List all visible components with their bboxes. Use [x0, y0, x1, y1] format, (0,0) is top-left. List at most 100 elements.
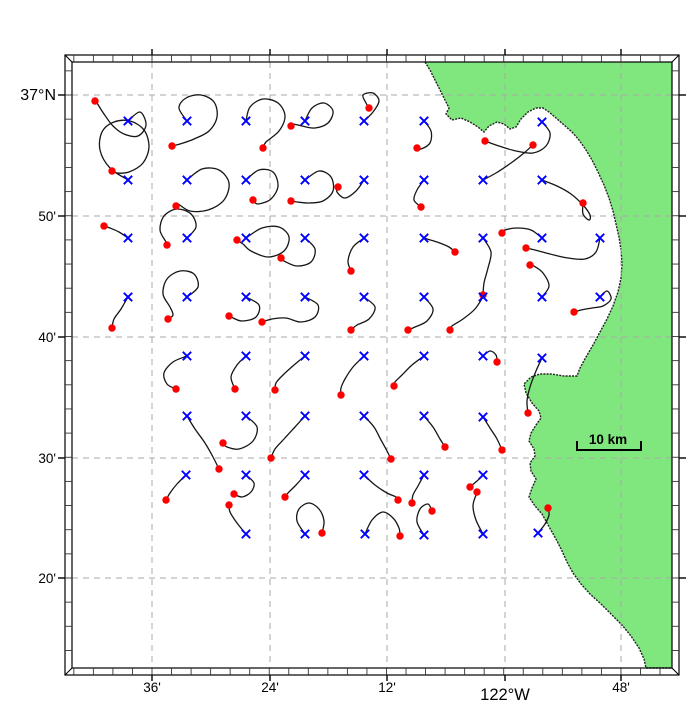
start-x-marker: [182, 116, 192, 126]
end-dot-marker: [579, 199, 587, 207]
start-x-marker: [419, 233, 429, 243]
start-x-marker: [419, 175, 429, 185]
start-x-marker: [123, 175, 133, 185]
start-x-marker: [419, 351, 429, 361]
trajectory-path: [245, 168, 279, 205]
trajectory-path: [98, 119, 150, 181]
end-dot-marker: [281, 493, 289, 501]
start-x-marker: [241, 292, 251, 302]
end-dot-marker: [287, 122, 295, 130]
start-x-marker: [595, 233, 605, 243]
start-x-marker: [300, 233, 310, 243]
start-x-marker: [478, 233, 488, 243]
start-x-marker: [241, 470, 251, 480]
x-axis-tick-label: 36': [143, 680, 161, 695]
end-dot-marker: [337, 391, 345, 399]
start-x-marker: [359, 116, 369, 126]
start-x-marker: [241, 411, 251, 421]
end-dot-marker: [172, 202, 180, 210]
trajectory-path: [340, 355, 365, 396]
start-x-marker: [182, 292, 192, 302]
start-x-marker: [123, 116, 133, 126]
y-axis-tick-label: 50': [38, 209, 56, 224]
trajectory-path: [290, 102, 334, 129]
end-dot-marker: [108, 324, 116, 332]
start-x-marker: [537, 353, 547, 363]
end-dot-marker: [91, 97, 99, 105]
start-x-marker: [537, 117, 547, 127]
end-dot-marker: [473, 488, 481, 496]
trajectory-path: [295, 502, 325, 535]
end-dot-marker: [259, 144, 267, 152]
land-layer: [424, 61, 672, 669]
trajectory-path: [233, 474, 255, 498]
end-dot-marker: [172, 385, 180, 393]
end-dot-marker: [498, 446, 506, 454]
markers-layer: [91, 97, 605, 540]
end-dot-marker: [271, 386, 279, 394]
start-x-marker: [537, 292, 547, 302]
y-axis-tick-label: 40': [38, 330, 56, 345]
trajectory-path: [261, 296, 320, 323]
end-dot-marker: [100, 222, 108, 230]
start-x-marker: [241, 175, 251, 185]
start-x-marker: [533, 528, 543, 538]
x-axis-tick-label: 12': [378, 680, 396, 695]
start-x-marker: [537, 233, 547, 243]
start-x-marker: [123, 292, 133, 302]
end-dot-marker: [481, 137, 489, 145]
end-dot-marker: [544, 504, 552, 512]
start-x-marker: [241, 351, 251, 361]
start-x-marker: [360, 529, 370, 539]
end-dot-marker: [394, 496, 402, 504]
end-dot-marker: [522, 244, 530, 252]
trajectory-path: [270, 415, 306, 459]
trajectory-path: [222, 415, 258, 450]
end-dot-marker: [231, 385, 239, 393]
end-dot-marker: [498, 229, 506, 237]
x-axis-tick-label: 122°W: [480, 686, 530, 704]
end-dot-marker: [408, 499, 416, 507]
start-x-marker: [300, 351, 310, 361]
trajectory-path: [94, 100, 147, 138]
end-dot-marker: [446, 326, 454, 334]
end-dot-marker: [404, 326, 412, 334]
end-dot-marker: [493, 358, 501, 366]
coastline: [424, 61, 672, 669]
trajectory-path: [175, 167, 230, 213]
start-x-marker: [359, 470, 369, 480]
start-x-marker: [359, 351, 369, 361]
trajectory-path: [163, 355, 188, 390]
start-x-marker: [181, 470, 191, 480]
trajectory-path: [482, 416, 503, 451]
end-dot-marker: [277, 254, 285, 262]
trajectory-path: [416, 503, 433, 536]
frame-outer: [64, 54, 680, 676]
start-x-marker: [300, 292, 310, 302]
end-dot-marker: [230, 490, 238, 498]
end-dot-marker: [387, 455, 395, 463]
frame-corner-bevel: [64, 54, 73, 63]
trajectory-path: [573, 290, 612, 313]
frame-corner-bevel: [64, 667, 73, 676]
end-dot-marker: [219, 439, 227, 447]
end-dot-marker: [365, 104, 373, 112]
end-dot-marker: [529, 141, 537, 149]
start-x-marker: [300, 116, 310, 126]
frame-corner-bevel: [671, 54, 680, 63]
start-x-marker: [478, 351, 488, 361]
trajectory-path: [350, 296, 376, 331]
trajectory-path: [363, 415, 392, 460]
trajectory-path: [162, 270, 199, 320]
start-x-marker: [359, 292, 369, 302]
end-dot-marker: [168, 142, 176, 150]
end-dot-marker: [108, 167, 116, 175]
end-dot-marker: [162, 496, 170, 504]
start-x-marker: [359, 411, 369, 421]
start-x-marker: [419, 116, 429, 126]
trajectory-path: [482, 237, 492, 296]
start-x-marker: [359, 175, 369, 185]
end-dot-marker: [318, 529, 326, 537]
frame-corner-bevel: [671, 667, 680, 676]
